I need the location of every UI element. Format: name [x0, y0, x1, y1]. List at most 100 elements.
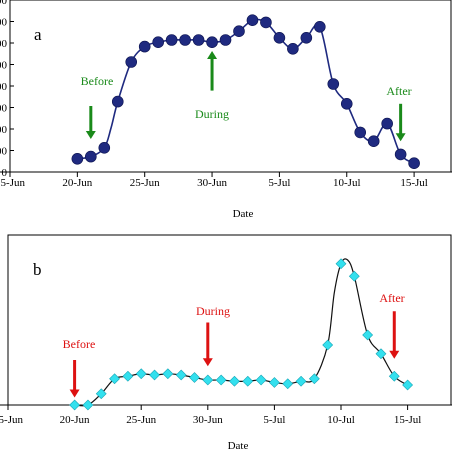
chart-b-data-point [215, 374, 227, 386]
chart-a-data-point [394, 148, 407, 161]
chart-a-x-tick-label: 5-Jul [268, 177, 290, 189]
chart-b-annotation-label: After [379, 291, 404, 305]
chart-b-data-point [348, 270, 360, 282]
chart-a-x-axis-title: Date [233, 208, 254, 220]
chart-a-y-tick-label: 00 [0, 38, 8, 50]
chart-a-x-tick-label: 20-Jun [62, 177, 92, 189]
chart-b-data-point [69, 399, 81, 411]
chart-b-annotation-arrowhead [69, 389, 80, 398]
chart-b-data-point [308, 373, 320, 385]
chart-a-data-point [340, 98, 353, 110]
chart-a-data-point [111, 95, 124, 108]
chart-a-series-line [77, 18, 415, 164]
chart-a-y-tick-label: 00 [0, 81, 8, 93]
chart-a-x-tick-label: 15-Jun [0, 177, 25, 189]
chart-a-y-tick-label: 00 [0, 0, 8, 7]
chart-a-annotation-arrowhead [207, 51, 218, 59]
chart-a-x-tick-label: 15-Jul [400, 177, 428, 189]
chart-b-x-tick-label: 5-Jul [263, 414, 285, 426]
chart-b-data-point [82, 399, 94, 411]
chart-a-data-point [192, 34, 205, 46]
chart-a-markers [71, 14, 420, 169]
chart-a-annotation-arrowhead [395, 133, 406, 142]
chart-a-data-point [327, 78, 340, 90]
chart-b-data-point [282, 378, 294, 390]
chart-b-data-point [95, 388, 107, 400]
chart-b-data-point [295, 375, 307, 387]
chart-b-data-point [322, 339, 334, 351]
chart-a-y-tick-label: 00 [0, 17, 8, 29]
chart-b-data-point [242, 375, 254, 387]
chart-a-data-point [152, 36, 164, 49]
chart-b-data-point [335, 258, 347, 270]
chart-a-data-point [233, 25, 245, 38]
chart-b-x-tick-label: 25-Jun [126, 414, 156, 426]
chart-b-data-point [149, 369, 160, 381]
chart-a-frame [9, 0, 452, 173]
chart-b-annotation-label: During [196, 304, 230, 318]
chart-a-x-tick-label: 30-Jun [197, 177, 227, 189]
chart-b-x-tick-label: 15-Jun [0, 414, 23, 426]
chart-a-data-point [98, 142, 111, 154]
chart-a-data-point [381, 117, 393, 130]
chart-b-tick-labels: 15-Jun 20-Jun 25-Jun 30-Jun 5-Jul 10-Jul 15-Ju… [0, 414, 421, 426]
chart-b-panel-label: b [33, 260, 42, 279]
chart-b-data-point [175, 369, 187, 381]
chart-b-data-point [402, 379, 414, 391]
chart-a-tick-labels: 15-Jun 20-Jun 25-Jun 30-Jun 5-Jul 10-Jul 15-Ju… [0, 0, 428, 189]
chart-a-data-point [354, 126, 367, 139]
chart-a-annotation-label: During [195, 107, 229, 121]
chart-a-data-point [165, 34, 178, 46]
chart-b-annotation-arrowhead [202, 358, 213, 367]
chart-b-data-point [388, 370, 400, 382]
chart-b-series-line-group [74, 258, 408, 407]
chart-a-y-tick-label: 00 [0, 146, 8, 158]
chart-a-data-point [408, 157, 420, 169]
chart-b-data-point [122, 370, 134, 382]
chart-a-annotation-label: Before [81, 74, 114, 88]
chart-a: Before During After 15-Jun 20-Jun 25-Jun 30-J… [0, 0, 452, 220]
chart-a-data-point [179, 34, 191, 46]
chart-a-y-tick-label: 0 [2, 167, 8, 179]
chart-b-x-tick-label: 20-Jun [60, 414, 90, 426]
chart-b-annotation-label: Before [63, 337, 96, 351]
chart-a-data-point [246, 14, 259, 27]
chart-a-x-tick-label: 10-Jul [333, 177, 361, 189]
chart-b-data-point [202, 374, 214, 386]
chart-b-x-tick-label: 10-Jul [327, 414, 355, 426]
chart-a-data-point [260, 16, 272, 29]
chart-a-data-point [71, 153, 84, 165]
chart-b-data-point [255, 374, 267, 386]
chart-a-data-point [85, 150, 97, 163]
chart-a-axes [0, 0, 452, 177]
chart-a-data-point [219, 34, 232, 46]
chart-a-panel-label: a [34, 25, 42, 44]
chart-b-data-point [162, 368, 174, 380]
chart-a-y-tick-label: 00 [0, 60, 8, 72]
chart-b-data-point [268, 377, 280, 388]
chart-a-y-tick-label: 00 [0, 103, 8, 115]
chart-b-markers [69, 258, 414, 411]
chart-a-x-tick-label: 25-Jun [130, 177, 160, 189]
chart-a-series-line-group [77, 18, 415, 164]
chart-a-data-point [273, 31, 286, 44]
chart-b-data-point [362, 329, 374, 341]
chart-b-annotation-arrowhead [389, 350, 400, 359]
chart-a-annotation-label: After [386, 84, 411, 98]
chart-a-data-point [287, 42, 299, 55]
chart-a-data-point [206, 36, 218, 49]
chart-b-data-point [109, 373, 120, 385]
chart-a-y-tick-label: 00 [0, 124, 8, 136]
chart-b-data-point [229, 375, 240, 387]
chart-b-axes [0, 234, 452, 410]
chart-b-series-line [74, 258, 408, 407]
chart-b-frame [7, 234, 452, 406]
chart-b-x-axis-title: Date [228, 440, 249, 452]
chart-a-annotation-arrowhead [85, 131, 96, 139]
chart-b-data-point [189, 372, 200, 383]
chart-a-data-point [314, 20, 326, 33]
chart-b: Before During After 15-Jun 20-Jun 25-Jun 30-J… [0, 234, 452, 452]
chart-a-data-point [367, 135, 380, 147]
chart-b-x-tick-label: 15-Jul [394, 414, 422, 426]
chart-b-x-tick-label: 30-Jun [193, 414, 223, 426]
